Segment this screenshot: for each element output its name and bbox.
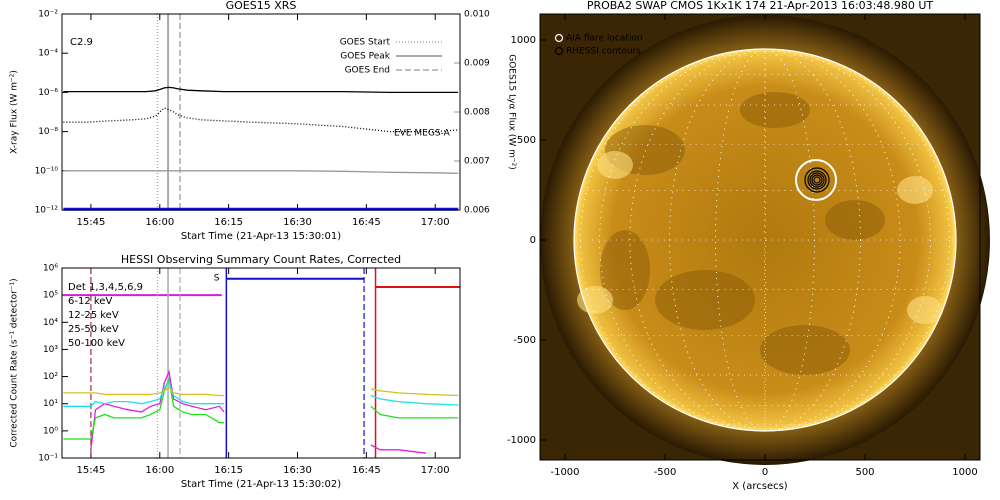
coronal-hole xyxy=(825,200,885,240)
rhessi-contour xyxy=(807,170,827,190)
y-tick-label: 10² xyxy=(43,372,58,382)
y-tick-label: -500 xyxy=(513,335,536,346)
legend-label: GOES Start xyxy=(340,38,391,48)
rhessi-contour xyxy=(804,167,830,193)
coronal-hole xyxy=(760,325,850,375)
x-tick-label: 1000 xyxy=(952,467,977,478)
rhessi-contour xyxy=(809,172,825,188)
solar-limb xyxy=(573,48,957,432)
series-line xyxy=(370,394,459,406)
bright-region xyxy=(577,286,613,314)
y-tick-label: 10⁻⁶ xyxy=(38,88,58,98)
bright-region xyxy=(597,151,633,179)
y-tick-label: 500 xyxy=(517,135,536,146)
x-tick-label: 17:00 xyxy=(421,465,450,476)
x-axis-label: Start Time (21-Apr-13 15:30:02) xyxy=(181,479,341,490)
x-tick-label: 0 xyxy=(762,467,768,478)
x-tick-label: 16:00 xyxy=(145,217,174,228)
y-tick-label: 0.010 xyxy=(464,10,490,20)
series-line xyxy=(370,444,427,454)
x-tick-label: 16:15 xyxy=(214,465,243,476)
y2-axis-label: GOES15 Lyα Flux (W m⁻²) xyxy=(507,54,517,170)
bright-region xyxy=(897,176,933,204)
y-tick-label: 1000 xyxy=(511,35,536,46)
x-axis-label: Start Time (21-Apr-13 15:30:01) xyxy=(181,231,341,242)
legend-label: GOES End xyxy=(345,66,390,76)
y-tick-label: 10¹ xyxy=(43,399,58,409)
y-tick-label: 0 xyxy=(530,235,536,246)
legend-label: 6-12 keV xyxy=(68,296,112,307)
x-tick-label: 500 xyxy=(855,467,874,478)
chart-title: PROBA2 SWAP CMOS 1Kx1K 174 21-Apr-2013 1… xyxy=(587,0,934,12)
longitude-line xyxy=(715,48,815,432)
legend-label: 25-50 keV xyxy=(68,324,119,335)
bright-region xyxy=(907,296,943,324)
y-tick-label: 0.006 xyxy=(464,206,490,216)
y-tick-label: 10⁶ xyxy=(43,264,58,274)
plot-frame xyxy=(539,13,981,461)
longitude-line xyxy=(629,48,901,432)
rhessi-contour xyxy=(811,174,823,186)
y-tick-label: 0.007 xyxy=(464,157,490,167)
y-tick-label: 10⁻¹² xyxy=(35,206,59,216)
series-line xyxy=(63,107,459,133)
series-line xyxy=(63,381,224,407)
legend-label: 50-100 keV xyxy=(68,338,125,349)
series-line xyxy=(370,405,459,419)
x-tick-label: 16:45 xyxy=(352,465,381,476)
longitude-line xyxy=(764,48,766,432)
x-tick-label: 16:45 xyxy=(352,217,381,228)
y-tick-label: 10⁻⁴ xyxy=(38,49,58,59)
series-line xyxy=(370,388,459,397)
y-axis-label: Corrected Count Rate (s⁻¹ detector⁻¹) xyxy=(10,278,20,447)
y-tick-label: -1000 xyxy=(507,435,536,446)
rhessi-contour xyxy=(813,176,821,184)
legend-label: 12-25 keV xyxy=(68,310,119,321)
legend-swatch xyxy=(554,33,564,43)
x-tick-label: 15:45 xyxy=(77,217,106,228)
y-tick-label: 10⁻⁸ xyxy=(38,127,58,137)
chart-title: HESSI Observing Summary Count Rates, Cor… xyxy=(121,253,401,266)
y-tick-label: 10⁴ xyxy=(43,318,58,328)
x-tick-label: 15:45 xyxy=(77,465,106,476)
plot-frame xyxy=(61,13,461,211)
x-tick-label: 16:30 xyxy=(283,217,312,228)
y-tick-label: 10⁻¹ xyxy=(38,454,58,464)
series-line xyxy=(63,86,459,94)
legend-label: GOES Peak xyxy=(340,52,390,62)
annotation: C2.9 xyxy=(70,37,93,48)
y-tick-label: 10³ xyxy=(43,345,58,355)
y-tick-label: 10⁰ xyxy=(43,426,58,436)
legend-title: Det 1,3,4,5,6,9 xyxy=(68,282,143,293)
x-tick-label: 16:30 xyxy=(283,465,312,476)
x-tick-label: 16:00 xyxy=(145,465,174,476)
plot-frame xyxy=(61,267,461,459)
x-tick-label: 16:15 xyxy=(214,217,243,228)
coronal-hole xyxy=(740,92,810,128)
legend-label: RHESSI contours xyxy=(566,47,641,57)
y-axis-label: X-ray Flux (W m⁻²) xyxy=(10,70,20,154)
y-tick-label: 0.009 xyxy=(464,59,490,69)
legend-swatch xyxy=(554,46,564,56)
y-tick-label: 0.008 xyxy=(464,108,490,118)
series-line xyxy=(63,170,459,174)
legend-label: AIA flare location xyxy=(566,34,643,44)
x-tick-label: -500 xyxy=(654,467,677,478)
x-axis-label: X (arcsecs) xyxy=(732,481,788,492)
longitude-line xyxy=(669,48,861,432)
x-tick-label: 17:00 xyxy=(421,217,450,228)
eve-label: EVE MEGS-A xyxy=(394,129,451,139)
coronal-hole xyxy=(600,230,650,310)
series-line xyxy=(63,376,224,440)
y-tick-label: 10⁻¹⁰ xyxy=(35,166,59,176)
y-tick-label: 10⁻² xyxy=(38,10,58,20)
coronal-hole xyxy=(655,270,755,330)
x-tick-label: -1000 xyxy=(550,467,579,478)
flag-label: S xyxy=(214,274,220,284)
y-tick-label: 10⁵ xyxy=(43,291,58,301)
aia-flare-location xyxy=(795,159,837,201)
series-line xyxy=(63,386,224,397)
chart-title: GOES15 XRS xyxy=(226,0,297,12)
